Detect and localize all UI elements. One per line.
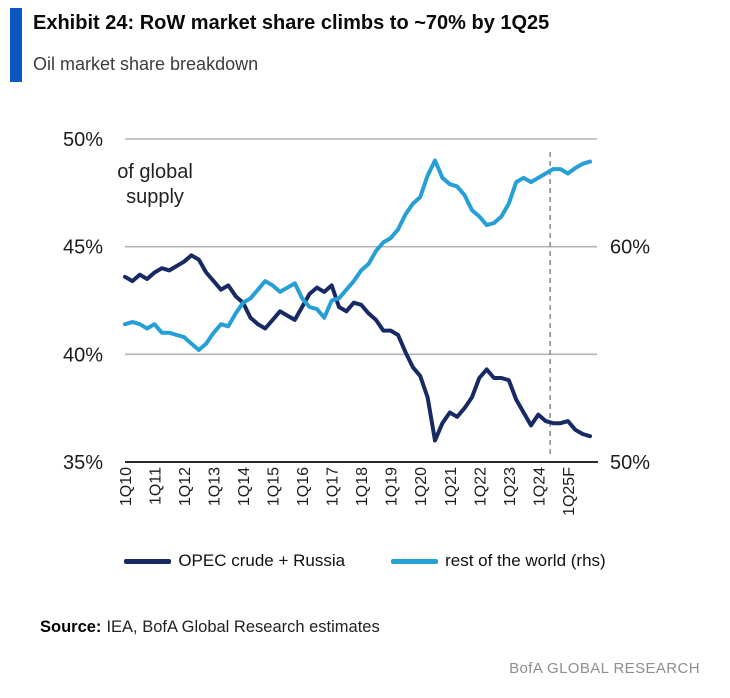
annotation-of-global-supply: supply — [126, 186, 184, 208]
legend-item-rest-of-world: rest of the world (rhs) — [391, 551, 606, 571]
series-line-rest-of-world — [123, 158, 592, 352]
x-axis-tick-label: 1Q14 — [236, 467, 253, 506]
source-label: Source: — [40, 618, 102, 636]
chart-legend: OPEC crude + Russia rest of the world (r… — [0, 551, 730, 571]
exhibit-title: Exhibit 24: RoW market share climbs to ~… — [33, 12, 550, 34]
legend-swatch-opec-russia — [124, 558, 172, 564]
x-axis-tick-label: 1Q18 — [354, 467, 371, 506]
right-axis-tick-label: 50% — [610, 452, 650, 474]
x-axis-tick-label: 1Q24 — [531, 467, 548, 506]
legend-item-opec-russia: OPEC crude + Russia — [124, 551, 345, 571]
right-axis-tick-label: 60% — [610, 237, 650, 259]
source-text: IEA, BofA Global Research estimates — [106, 618, 380, 636]
x-axis-tick-label: 1Q19 — [384, 467, 401, 506]
x-axis-tick-label: 1Q25F — [561, 467, 578, 516]
x-axis-tick-label: 1Q15 — [266, 467, 283, 506]
left-axis-tick-label: 50% — [63, 129, 103, 151]
exhibit-subtitle: Oil market share breakdown — [33, 54, 259, 74]
left-axis-tick-label: 45% — [63, 237, 103, 259]
x-axis-tick-label: 1Q17 — [325, 467, 342, 506]
legend-label-opec-russia: OPEC crude + Russia — [178, 551, 346, 570]
x-axis-tick-label: 1Q10 — [118, 467, 135, 506]
left-axis-tick-label: 40% — [63, 344, 103, 366]
series-line-opec-russia — [123, 253, 592, 443]
x-axis-tick-label: 1Q20 — [413, 467, 430, 506]
annotation-of-global-supply: of global — [117, 161, 193, 183]
x-axis-tick-label: 1Q22 — [472, 467, 489, 506]
oil-market-share-chart: 50% 45% 40% 35% 60% 50% 1Q10 1Q11 1Q12 1Q13 1Q14 1Q… — [63, 129, 650, 516]
x-axis-tick-label: 1Q13 — [207, 467, 224, 506]
x-axis-tick-label: 1Q21 — [443, 467, 460, 506]
exhibit-accent-bar — [10, 8, 22, 82]
legend-swatch-rest-of-world — [391, 558, 439, 564]
footer-brand: BofA GLOBAL RESEARCH — [509, 660, 700, 677]
x-axis-tick-label: 1Q16 — [295, 467, 312, 506]
x-axis-tick-label: 1Q12 — [177, 467, 194, 506]
left-axis-tick-label: 35% — [63, 452, 103, 474]
x-axis-tick-label: 1Q23 — [502, 467, 519, 506]
legend-label-rest-of-world: rest of the world (rhs) — [445, 551, 606, 570]
source-line: Source: IEA, BofA Global Research estimat… — [40, 618, 380, 637]
x-axis-tick-label: 1Q11 — [148, 467, 165, 505]
